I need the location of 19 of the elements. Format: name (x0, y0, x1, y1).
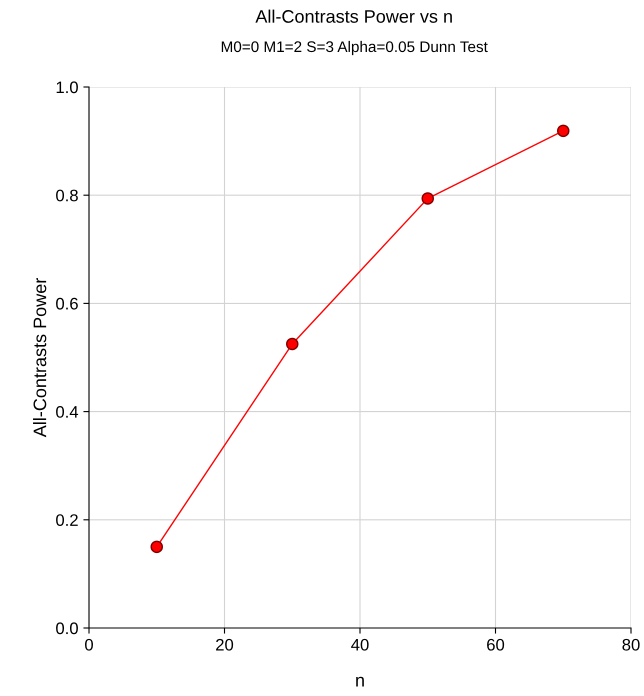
x-axis-title: n (356, 676, 364, 686)
y-tick-label: 1.0 (56, 81, 78, 94)
point (557, 124, 570, 138)
x-tick-label: 20 (216, 638, 234, 651)
point (286, 338, 298, 350)
x-tick-label: 60 (487, 638, 504, 651)
point (150, 540, 163, 554)
y-tick-label: 0.8 (56, 190, 78, 202)
y-tick-label: 0.0 (56, 622, 78, 634)
y-tick-label: 0.6 (56, 298, 78, 310)
y-tick-label: 0.4 (56, 406, 78, 418)
y-tick-label: 0.2 (56, 514, 78, 526)
chart-title: All-Contrasts Power vs n (255, 10, 452, 23)
x-tick-label: 0 (85, 638, 93, 651)
y-axis-title: All-Contrasts Power (33, 278, 46, 438)
x-tick-label: 80 (622, 638, 640, 651)
point (422, 192, 434, 205)
x-tick-label: 40 (351, 638, 369, 651)
chart-subtitle: M0=0 M1=2 S=3 Alpha=0.05 Dunn Test (222, 40, 488, 56)
